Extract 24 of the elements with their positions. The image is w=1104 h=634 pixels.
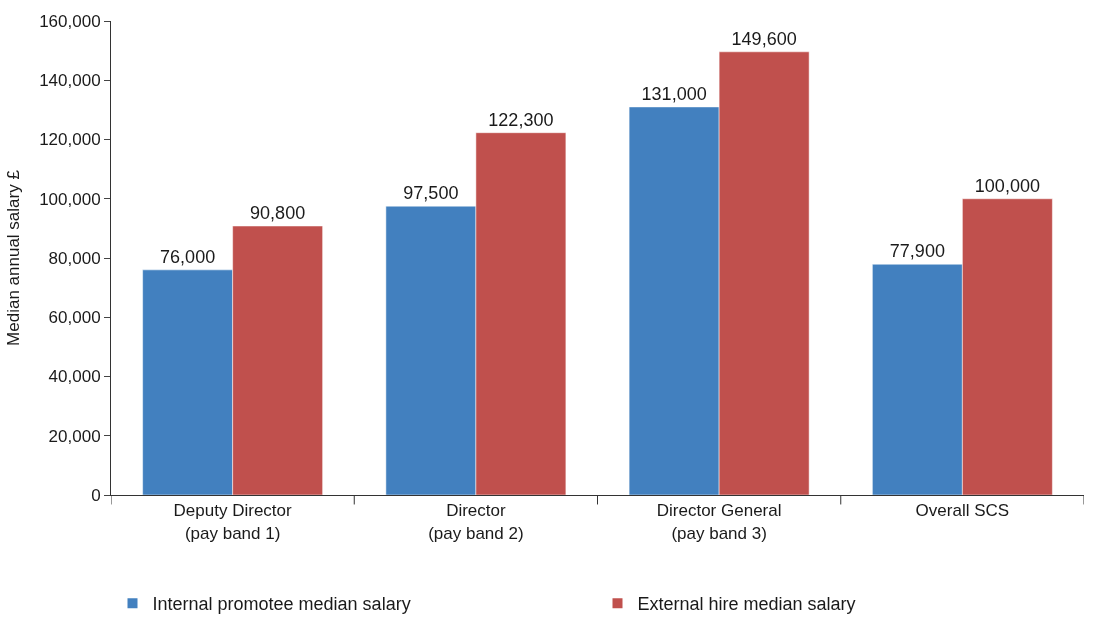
y-tick-label: 120,000 (39, 130, 101, 150)
y-tick-label: 20,000 (48, 426, 101, 446)
data-label: 131,000 (641, 83, 707, 104)
y-tick-label: 60,000 (48, 308, 101, 328)
data-label: 97,500 (403, 183, 459, 204)
y-tick-label: 160,000 (39, 11, 101, 31)
data-label: 122,300 (488, 109, 554, 130)
y-tick-label: 40,000 (48, 367, 101, 387)
data-label: 77,900 (889, 241, 945, 262)
x-tick-label: Overall SCS (915, 501, 1010, 521)
x-tick-label: Director (pay band 2) (428, 501, 524, 543)
data-label: 90,800 (250, 203, 306, 224)
data-label: 149,600 (731, 28, 797, 49)
y-tick-label: 100,000 (39, 189, 101, 209)
data-label: 100,000 (974, 175, 1040, 196)
data-label: 76,000 (160, 246, 216, 267)
x-tick-label: Director General (pay band 3) (656, 501, 782, 543)
legend-label: External hire median salary (637, 594, 856, 615)
x-tick-label: Deputy Director (pay band 1) (173, 501, 293, 543)
y-tick-label: 140,000 (39, 71, 101, 91)
y-tick-label: 80,000 (48, 248, 101, 268)
legend-label: Internal promotee median salary (152, 594, 411, 615)
y-axis-title: Median annual salary £ (3, 169, 23, 346)
y-tick-label: 0 (91, 485, 101, 505)
